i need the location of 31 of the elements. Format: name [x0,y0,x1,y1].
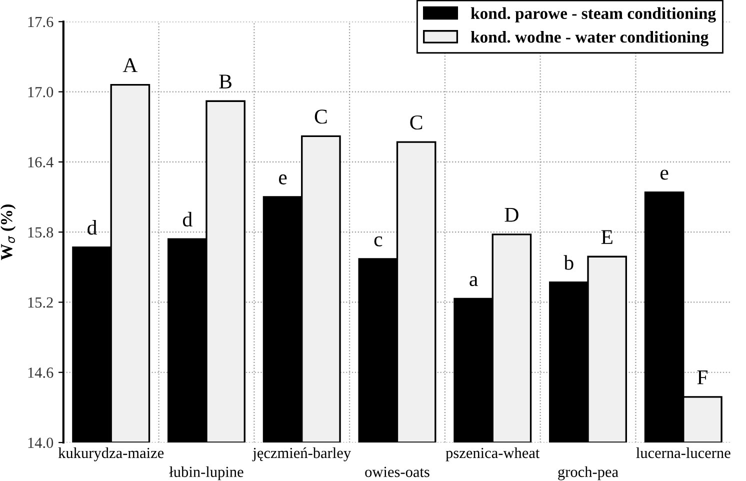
legend-label: kond. wodne - water conditioning [470,30,709,46]
annotation: C [314,110,327,124]
y-tick-label: 16.4 [28,157,54,168]
annotation: d [182,212,192,227]
x-tick-label: pszenica-wheat [446,447,540,462]
annotation: e [660,170,668,180]
annotation: e [278,174,287,184]
x-tick-label: jęczmień-barley [252,447,351,462]
annotation: b [564,255,574,270]
y-tick-label: 14.6 [28,368,54,378]
x-tick-label: groch-pea [558,466,618,480]
annotation: E [601,230,612,244]
x-tick-label: owies-oats [365,466,430,478]
annotation: F [697,370,708,384]
annotation: B [219,74,232,88]
annotation: A [122,58,138,72]
y-tick-label: 14.0 [28,438,54,448]
x-tick-label: lucerna-lucerne [636,447,730,458]
legend-label: kond. parowe - steam conditioning [470,7,716,23]
y-axis-title: W$_{σ}$ (%) [0,204,16,260]
annotation: a [470,276,478,286]
x-tick-label: kukurydza-maize [58,447,164,462]
annotation: C [410,115,422,130]
annotation: c [374,236,382,246]
y-tick-label: 15.2 [28,297,53,308]
annotation: d [88,220,97,235]
y-tick-label: 15.8 [28,227,54,238]
y-tick-label: 17.6 [28,16,54,28]
annotation: D [504,208,518,222]
x-tick-label: łubin-lupine [169,466,244,480]
y-tick-label: 17.0 [28,86,54,98]
